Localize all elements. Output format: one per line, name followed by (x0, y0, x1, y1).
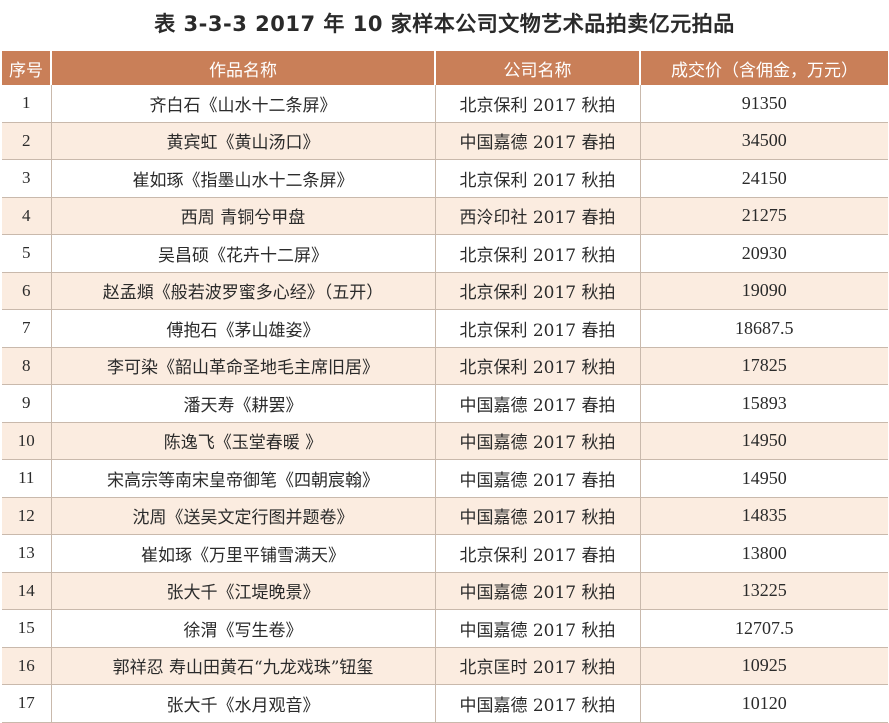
header-row: 序号 作品名称 公司名称 成交价（含佣金，万元） (2, 51, 888, 85)
work-name-cell: 郭祥忍 寿山田黄石“九龙戏珠”钮玺 (51, 647, 436, 685)
column-header-work: 作品名称 (51, 51, 436, 85)
company-name-cell: 中国嘉德 2017 春拍 (435, 459, 641, 498)
work-name-cell: 赵孟頫《般若波罗蜜多心经》（五开） (51, 272, 436, 310)
table-row: 7 傅抱石《茅山雄姿》 北京保利 2017 春拍 18687.5 (2, 309, 888, 348)
work-name-cell: 傅抱石《茅山雄姿》 (51, 309, 436, 348)
row-index-cell: 12 (2, 497, 52, 535)
company-name-cell: 西泠印社 2017 春拍 (435, 197, 641, 235)
work-name-cell: 宋高宗等南宋皇帝御笔《四朝宸翰》 (51, 459, 436, 498)
row-index-cell: 5 (2, 234, 52, 273)
price-cell: 19090 (640, 272, 888, 310)
row-index-cell: 13 (2, 534, 52, 573)
row-index-cell: 9 (2, 384, 52, 423)
work-name-cell: 吴昌硕《花卉十二屏》 (51, 234, 436, 273)
row-index-cell: 14 (2, 572, 52, 610)
row-index-cell: 8 (2, 347, 52, 385)
table-row: 9 潘天寿《耕罢》 中国嘉德 2017 春拍 15893 (2, 384, 888, 423)
company-name-cell: 中国嘉德 2017 秋拍 (435, 497, 641, 535)
price-cell: 15893 (640, 384, 888, 423)
row-index-cell: 10 (2, 422, 52, 460)
price-cell: 20930 (640, 234, 888, 273)
work-name-cell: 潘天寿《耕罢》 (51, 384, 436, 423)
table-header: 序号 作品名称 公司名称 成交价（含佣金，万元） (2, 51, 888, 85)
price-cell: 13800 (640, 534, 888, 573)
company-name-cell: 北京保利 2017 秋拍 (435, 85, 641, 123)
table-body: 1 齐白石《山水十二条屏》 北京保利 2017 秋拍 91350 2 黄宾虹《黄山汤口》中… (2, 85, 888, 723)
company-name-cell: 中国嘉德 2017 秋拍 (435, 422, 641, 460)
price-cell: 24150 (640, 159, 888, 198)
company-name-cell: 中国嘉德 2017 秋拍 (435, 572, 641, 610)
price-cell: 17825 (640, 347, 888, 385)
table-row: 6 赵孟頫《般若波罗蜜多心经》（五开） 北京保利 2017 秋拍 19090 (2, 272, 888, 310)
work-name-cell: 李可染《韶山革命圣地毛主席旧居》 (51, 347, 436, 385)
price-cell: 14950 (640, 459, 888, 498)
company-name-cell: 中国嘉德 2017 秋拍 (435, 684, 641, 723)
work-name-cell: 西周 青铜兮甲盘 (51, 197, 436, 235)
company-name-cell: 北京保利 2017 秋拍 (435, 159, 641, 198)
table-row: 5 吴昌硕《花卉十二屏》 北京保利 2017 秋拍 20930 (2, 234, 888, 273)
column-header-price: 成交价（含佣金，万元） (640, 51, 888, 85)
company-name-cell: 中国嘉德 2017 春拍 (435, 122, 641, 160)
table-row: 1 齐白石《山水十二条屏》 北京保利 2017 秋拍 91350 (2, 85, 888, 123)
table-row: 14 张大千《江堤晚景》 中国嘉德 2017 秋拍 13225 (2, 572, 888, 610)
price-cell: 10120 (640, 684, 888, 723)
work-name-cell: 张大千《江堤晚景》 (51, 572, 436, 610)
company-name-cell: 中国嘉德 2017 秋拍 (435, 609, 641, 648)
table-row: 15 徐渭《写生卷》 中国嘉德 2017 秋拍 12707.5 (2, 609, 888, 648)
row-index-cell: 16 (2, 647, 52, 685)
work-name-cell: 徐渭《写生卷》 (51, 609, 436, 648)
price-cell: 14835 (640, 497, 888, 535)
row-index-cell: 11 (2, 459, 52, 498)
price-cell: 13225 (640, 572, 888, 610)
company-name-cell: 北京保利 2017 春拍 (435, 309, 641, 348)
table-title: 表 3-3-3 2017 年 10 家样本公司文物艺术品拍卖亿元拍品 (154, 12, 735, 36)
column-header-company: 公司名称 (435, 51, 641, 85)
price-cell: 18687.5 (640, 309, 888, 348)
row-index-cell: 4 (2, 197, 52, 235)
column-header-index: 序号 (2, 51, 52, 85)
company-name-cell: 北京保利 2017 秋拍 (435, 234, 641, 273)
company-name-cell: 北京保利 2017 秋拍 (435, 272, 641, 310)
work-name-cell: 张大千《水月观音》 (51, 684, 436, 723)
company-name-cell: 北京保利 2017 秋拍 (435, 347, 641, 385)
table-row: 13 崔如琢《万里平铺雪满天》 北京保利 2017 春拍 13800 (2, 534, 888, 573)
table-row: 10 陈逸飞《玉堂春暖 》中国嘉德 2017 秋拍 14950 (2, 422, 888, 460)
table-row: 2 黄宾虹《黄山汤口》 中国嘉德 2017 春拍 34500 (2, 122, 888, 160)
company-name-cell: 中国嘉德 2017 春拍 (435, 384, 641, 423)
price-cell: 21275 (640, 197, 888, 235)
table-row: 11 宋高宗等南宋皇帝御笔《四朝宸翰》 中国嘉德 2017 春拍 14950 (2, 459, 888, 498)
company-name-cell: 北京保利 2017 春拍 (435, 534, 641, 573)
row-index-cell: 2 (2, 122, 52, 160)
row-index-cell: 17 (2, 684, 52, 723)
row-index-cell: 7 (2, 309, 52, 348)
company-name-cell: 北京匡时 2017 秋拍 (435, 647, 641, 685)
work-name-cell: 黄宾虹《黄山汤口》 (51, 122, 436, 160)
work-name-cell: 沈周《送吴文定行图并题卷》 (51, 497, 436, 535)
table-row: 4 西周 青铜兮甲盘 西泠印社 2017 春拍 21275 (2, 197, 888, 235)
price-cell: 12707.5 (640, 609, 888, 648)
price-cell: 34500 (640, 122, 888, 160)
row-index-cell: 6 (2, 272, 52, 310)
work-name-cell: 崔如琢《万里平铺雪满天》 (51, 534, 436, 573)
work-name-cell: 陈逸飞《玉堂春暖 》 (51, 422, 436, 460)
price-cell: 10925 (640, 647, 888, 685)
table-row: 17 张大千《水月观音》 中国嘉德 2017 秋拍 10120 (2, 684, 888, 723)
table-row: 12 沈周《送吴文定行图并题卷》 中国嘉德 2017 秋拍 14835 (2, 497, 888, 535)
table-row: 8 李可染《韶山革命圣地毛主席旧居》 北京保利 2017 秋拍 17825 (2, 347, 888, 385)
row-index-cell: 3 (2, 159, 52, 198)
table-row: 3 崔如琢《指墨山水十二条屏》 北京保利 2017 秋拍 24150 (2, 159, 888, 198)
work-name-cell: 齐白石《山水十二条屏》 (51, 85, 436, 123)
price-cell: 91350 (640, 85, 888, 123)
table-row: 16 郭祥忍 寿山田黄石“九龙戏珠”钮玺 北京匡时 2017 秋拍 10925 (2, 647, 888, 685)
work-name-cell: 崔如琢《指墨山水十二条屏》 (51, 159, 436, 198)
row-index-cell: 15 (2, 609, 52, 648)
row-index-cell: 1 (2, 85, 52, 123)
auction-table: 序号 作品名称 公司名称 成交价（含佣金，万元） 1 齐白石《山水十二条屏》 北京保… (2, 51, 888, 723)
price-cell: 14950 (640, 422, 888, 460)
